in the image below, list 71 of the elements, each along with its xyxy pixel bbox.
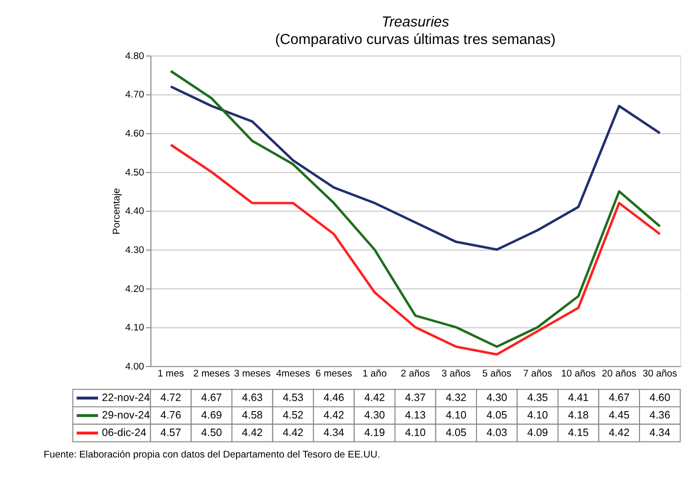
data-label: 4.10: [404, 426, 426, 439]
x-tick-label: 3 años: [442, 368, 471, 380]
x-tick-label: 10 años: [561, 368, 596, 380]
data-label: 4.41: [568, 392, 589, 404]
y-tick-label: 4.30: [125, 245, 145, 256]
data-label: 4.35: [527, 392, 548, 404]
line-series: [170, 144, 662, 356]
source-note: Fuente: Elaboración propia con datos del Departamento del Tesoro de EE.UU.: [44, 449, 380, 460]
x-tick-label: 4meses: [276, 368, 310, 380]
data-label: 4.32: [446, 392, 467, 404]
legend-label: 06-dic-24: [102, 426, 146, 439]
data-label: 4.42: [323, 409, 344, 422]
data-label: 4.30: [364, 409, 386, 422]
data-label: 4.67: [608, 392, 630, 404]
x-tick-label: 1 año: [362, 368, 387, 380]
chart-title: Treasuries: [382, 14, 450, 30]
chart-subtitle: (Comparativo curvas últimas tres semanas): [275, 32, 556, 48]
y-tick-label: 4.50: [125, 167, 145, 178]
data-label: 4.36: [650, 409, 670, 422]
x-tick-label: 2 años: [400, 368, 430, 380]
data-label: 4.45: [608, 409, 630, 422]
data-label: 4.50: [201, 426, 222, 439]
data-label: 4.46: [323, 392, 344, 404]
y-tick-label: 4.20: [125, 284, 145, 295]
data-label: 4.15: [568, 426, 589, 439]
line-series: [170, 70, 662, 348]
data-label: 4.67: [201, 392, 222, 404]
x-tick-label: 30 años: [642, 368, 678, 380]
data-label: 4.05: [486, 409, 508, 422]
data-label: 4.58: [242, 409, 263, 422]
x-tick-label: 3 meses: [234, 368, 271, 380]
data-label: 4.42: [364, 392, 386, 404]
y-axis-title: Porcentaje: [111, 188, 122, 234]
data-label: 4.42: [282, 426, 304, 439]
data-label: 4.60: [650, 392, 670, 404]
data-label: 4.63: [242, 392, 263, 404]
data-label: 4.34: [650, 426, 670, 439]
y-tick-label: 4.60: [125, 128, 145, 140]
data-label: 4.19: [364, 426, 386, 439]
x-tick-label: 7 años: [523, 368, 552, 380]
legend-label: 29-nov-24: [102, 409, 150, 422]
data-label: 4.18: [568, 409, 589, 422]
data-label: 4.10: [527, 409, 548, 422]
line-series: [170, 85, 662, 251]
x-tick-label: 20 años: [602, 368, 637, 380]
data-label: 4.57: [160, 426, 182, 439]
data-label: 4.37: [404, 392, 426, 404]
data-label: 4.30: [486, 392, 508, 404]
x-tick-label: 1 mes: [158, 368, 184, 380]
data-label: 4.42: [608, 426, 630, 439]
data-label: 4.69: [201, 409, 222, 422]
data-label: 4.03: [486, 426, 508, 439]
data-label: 4.42: [242, 426, 263, 439]
y-tick-label: 4.10: [125, 322, 145, 334]
data-label: 4.05: [446, 426, 467, 439]
data-label: 4.72: [160, 392, 182, 404]
data-label: 4.52: [282, 409, 304, 422]
legend-label: 22-nov-24: [102, 392, 150, 404]
y-tick-label: 4.00: [125, 361, 145, 372]
data-label: 4.34: [323, 426, 344, 439]
data-label: 4.53: [282, 392, 304, 404]
data-label: 4.13: [404, 409, 426, 422]
x-tick-label: 6 meses: [316, 368, 352, 380]
data-label: 4.76: [160, 409, 182, 422]
y-tick-label: 4.70: [125, 90, 145, 101]
y-tick-label: 4.80: [125, 50, 145, 62]
x-tick-label: 2 meses: [193, 368, 230, 380]
x-tick-label: 5 años: [482, 368, 512, 380]
data-label: 4.09: [527, 426, 548, 439]
y-tick-label: 4.40: [125, 206, 145, 218]
data-label: 4.10: [446, 409, 467, 422]
